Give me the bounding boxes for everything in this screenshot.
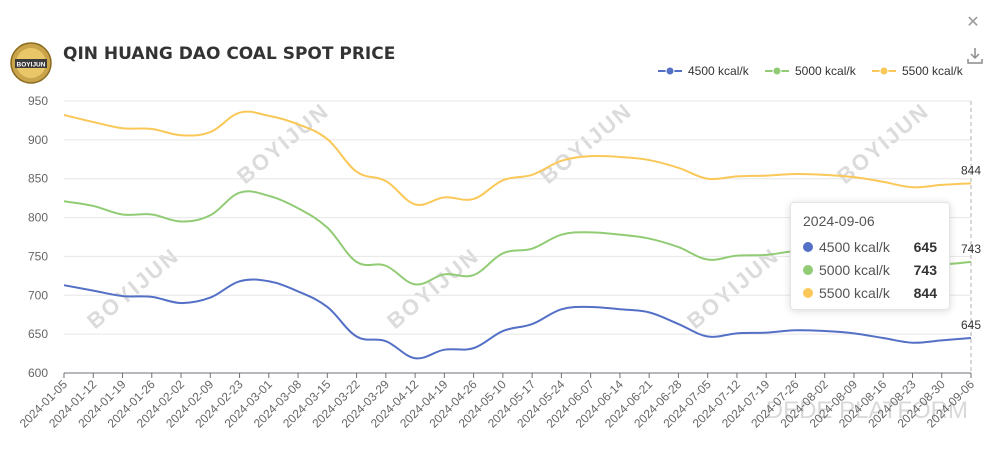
end-labels: 645 743 844 xyxy=(961,163,981,332)
watermark-text: BOYIJUN xyxy=(535,98,637,189)
close-icon[interactable]: ✕ xyxy=(966,14,980,31)
legend-label: 5000 kcal/k xyxy=(795,64,857,78)
tooltip-row-5000: 5000 kcal/k 743 xyxy=(803,258,937,281)
legend-dot-icon xyxy=(879,66,889,76)
legend-dot-icon xyxy=(772,66,782,76)
end-value-label: 743 xyxy=(961,242,981,256)
legend-label: 5500 kcal/k xyxy=(902,64,964,78)
dot-icon xyxy=(803,287,813,298)
y-tick-label: 700 xyxy=(28,288,48,302)
end-value-label: 844 xyxy=(961,163,981,177)
watermark-text: BOYIJUN xyxy=(832,98,934,189)
y-axis: 600 650 700 750 800 850 900 950 xyxy=(28,94,48,380)
series-line-5500 xyxy=(63,110,972,206)
dot-icon xyxy=(803,241,813,252)
y-tick-label: 750 xyxy=(28,249,48,263)
tooltip-series-value: 844 xyxy=(913,284,937,301)
tooltip-series-name: 5500 kcal/k xyxy=(819,284,890,301)
y-tick-label: 600 xyxy=(28,366,48,380)
legend-dot-icon xyxy=(665,66,675,76)
tooltip: 2024-09-06 4500 kcal/k 645 5000 kcal/k 7… xyxy=(790,202,950,310)
legend-label: 4500 kcal/k xyxy=(688,64,750,78)
legend[interactable]: 4500 kcal/k 5000 kcal/k 5500 kcal/k xyxy=(658,64,964,78)
tooltip-series-value: 645 xyxy=(913,238,937,255)
tooltip-series-name: 5000 kcal/k xyxy=(819,261,890,278)
y-tick-label: 650 xyxy=(28,327,48,341)
end-value-label: 645 xyxy=(961,318,981,332)
legend-item-5000[interactable]: 5000 kcal/k xyxy=(765,64,857,78)
tooltip-date: 2024-09-06 xyxy=(803,213,875,229)
chart-title: QIN HUANG DAO COAL SPOT PRICE xyxy=(63,44,395,64)
y-tick-label: 800 xyxy=(28,211,48,225)
dot-icon xyxy=(803,264,813,275)
tooltip-row-4500: 4500 kcal/k 645 xyxy=(803,235,937,258)
y-tick-label: 900 xyxy=(28,133,48,147)
legend-item-5500[interactable]: 5500 kcal/k xyxy=(872,64,964,78)
tooltip-row-5500: 5500 kcal/k 844 xyxy=(803,281,937,304)
logo-text: BOYIJUN xyxy=(17,62,46,69)
y-tick-label: 950 xyxy=(28,94,48,108)
download-icon[interactable] xyxy=(966,46,984,66)
boyijun-logo: BOYIJUN xyxy=(10,42,52,84)
tooltip-series-value: 743 xyxy=(913,261,937,278)
tooltip-series-name: 4500 kcal/k xyxy=(819,238,890,255)
series-line-4500 xyxy=(63,278,972,360)
y-tick-label: 850 xyxy=(28,172,48,186)
legend-item-4500[interactable]: 4500 kcal/k xyxy=(658,64,750,78)
corner-watermark: DEDE PLATFORM xyxy=(766,397,968,424)
